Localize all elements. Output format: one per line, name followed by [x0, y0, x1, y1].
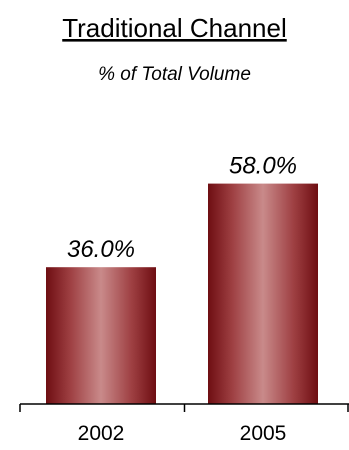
x-tick-label-2002: 2002	[78, 422, 125, 445]
chart-title: Traditional Channel	[62, 13, 287, 43]
bar-2005	[208, 183, 318, 404]
bar-2002	[46, 267, 156, 404]
x-tick-labels-group: 2002 2005	[78, 422, 287, 445]
x-tick-label-2005: 2005	[240, 422, 287, 445]
chart-subtitle: % of Total Volume	[98, 64, 251, 85]
data-label-2005: 58.0%	[229, 153, 297, 180]
bars-group	[46, 183, 318, 404]
data-labels-group: 36.0% 58.0%	[67, 153, 297, 264]
data-label-2002: 36.0%	[67, 236, 135, 263]
